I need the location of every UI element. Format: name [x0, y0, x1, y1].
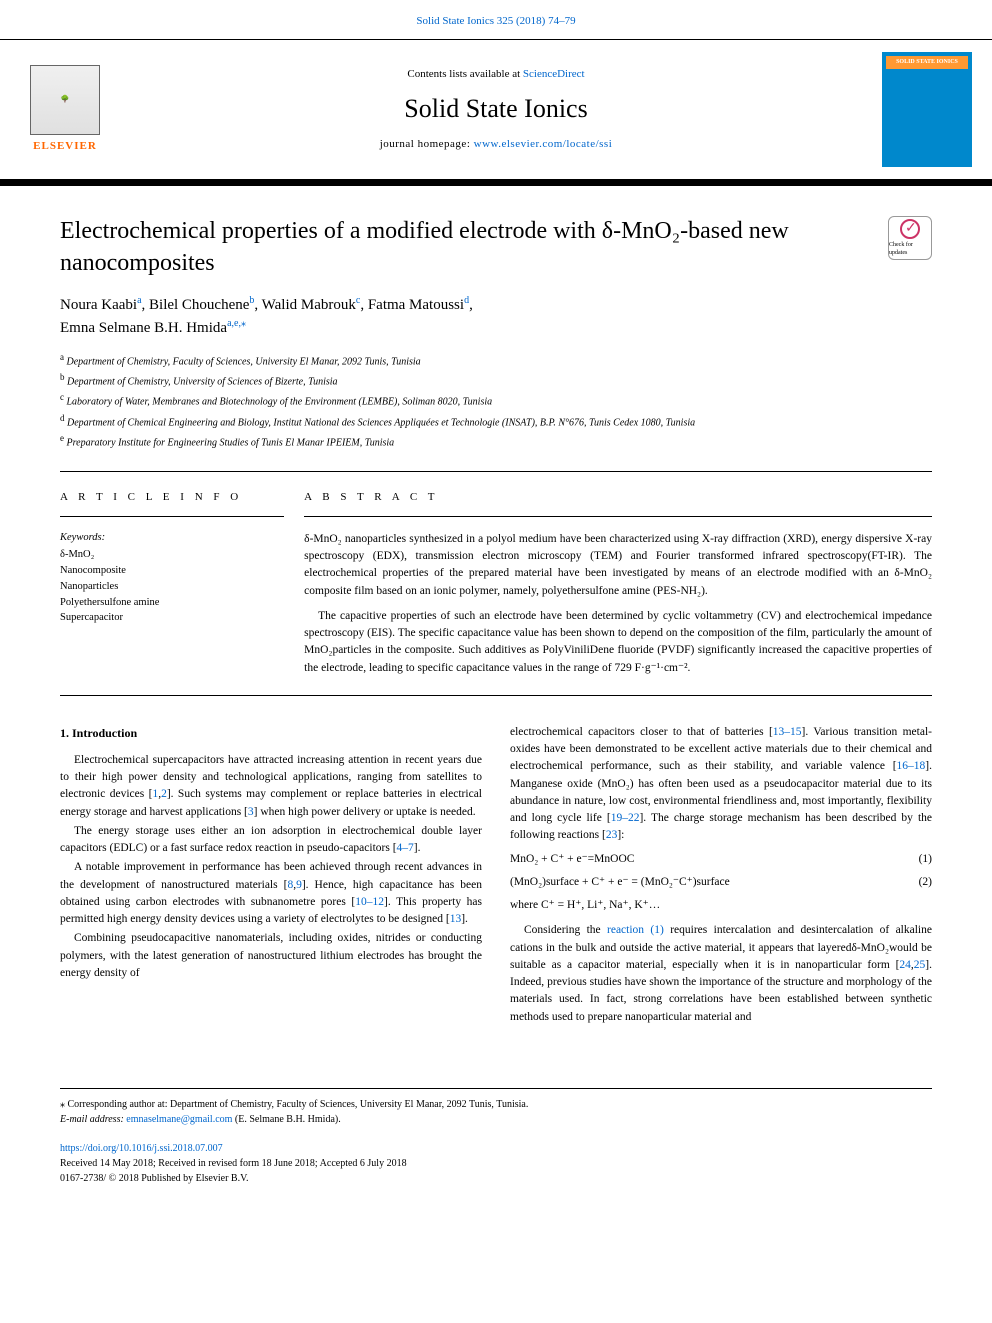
body-p4: Combining pseudocapacitive nanomaterials…: [60, 930, 482, 982]
affiliations: a Department of Chemistry, Faculty of Sc…: [60, 350, 932, 452]
info-abstract-row: A R T I C L E I N F O Keywords: δ-MnO₂ N…: [60, 471, 932, 695]
email-link[interactable]: emnaselmane@gmail.com: [126, 1114, 232, 1125]
keyword-5: Supercapacitor: [60, 610, 284, 626]
author-5[interactable]: Emna Selmane B.H. Hmida: [60, 320, 227, 336]
keyword-3: Nanoparticles: [60, 579, 284, 595]
body-columns: 1. Introduction Electrochemical supercap…: [60, 724, 932, 1028]
keyword-2: Nanocomposite: [60, 563, 284, 579]
cite-19-22[interactable]: 19–22: [611, 812, 640, 824]
author-1[interactable]: Noura Kaabi: [60, 297, 137, 313]
cite-10-12[interactable]: 10–12: [355, 896, 384, 908]
homepage-line: journal homepage: www.elsevier.com/locat…: [110, 137, 882, 152]
body-p2: The energy storage uses either an ion ad…: [60, 823, 482, 858]
author-2[interactable]: Bilel Chouchene: [149, 297, 249, 313]
received-dates: Received 14 May 2018; Received in revise…: [60, 1156, 932, 1171]
top-journal-ref: Solid State Ionics 325 (2018) 74–79: [0, 0, 992, 39]
equation-1: MnO₂ + C⁺ + e⁻=MnOOC (1): [510, 851, 932, 868]
author-4-affil[interactable]: d: [464, 295, 469, 306]
article-info: A R T I C L E I N F O Keywords: δ-MnO₂ N…: [60, 490, 304, 676]
reaction-1-link[interactable]: reaction (1): [607, 924, 664, 936]
author-5-corr-star[interactable]: ⁎: [241, 318, 246, 329]
article-title: Electrochemical properties of a modified…: [60, 216, 876, 278]
homepage-prefix: journal homepage:: [380, 138, 474, 150]
journal-cover-title: SOLID STATE IONICS: [886, 56, 968, 68]
column-right: electrochemical capacitors closer to tha…: [510, 724, 932, 1028]
equation-1-body: MnO₂ + C⁺ + e⁻=MnOOC: [510, 851, 634, 868]
elsevier-text: ELSEVIER: [33, 139, 97, 154]
equation-2: (MnO₂)surface + C⁺ + e⁻ = (MnO₂⁻C⁺)surfa…: [510, 874, 932, 891]
author-5-affil[interactable]: a,e,: [227, 318, 241, 329]
affiliation-e: e Preparatory Institute for Engineering …: [60, 431, 932, 451]
journal-header: 🌳 ELSEVIER Contents lists available at S…: [0, 39, 992, 180]
abstract-para-2: The capacitive properties of such an ele…: [304, 608, 932, 677]
abstract-para-1: δ-MnO₂ nanoparticles synthesized in a po…: [304, 531, 932, 600]
email-label: E-mail address:: [60, 1114, 126, 1125]
doi-block: https://doi.org/10.1016/j.ssi.2018.07.00…: [0, 1127, 992, 1206]
affiliation-c: c Laboratory of Water, Membranes and Bio…: [60, 390, 932, 410]
check-updates-label: Check for updates: [889, 241, 931, 258]
abstract-heading: A B S T R A C T: [304, 490, 932, 516]
cite-13[interactable]: 13: [450, 913, 462, 925]
body-p6: Considering the reaction (1) requires in…: [510, 922, 932, 1026]
email-suffix: (E. Selmane B.H. Hmida).: [232, 1114, 340, 1125]
equation-where: where C⁺ = H⁺, Li⁺, Na⁺, K⁺…: [510, 897, 932, 914]
title-row: Electrochemical properties of a modified…: [60, 216, 932, 278]
elsevier-logo[interactable]: 🌳 ELSEVIER: [20, 60, 110, 160]
keywords-label: Keywords:: [60, 531, 284, 546]
contents-line: Contents lists available at ScienceDirec…: [110, 67, 882, 82]
author-4[interactable]: Fatma Matoussi: [368, 297, 464, 313]
affiliation-b: b Department of Chemistry, University of…: [60, 370, 932, 390]
sciencedirect-link[interactable]: ScienceDirect: [523, 68, 585, 80]
article-info-heading: A R T I C L E I N F O: [60, 490, 284, 516]
author-1-affil[interactable]: a: [137, 295, 141, 306]
affiliation-a: a Department of Chemistry, Faculty of Sc…: [60, 350, 932, 370]
check-updates-badge[interactable]: Check for updates: [888, 216, 932, 260]
contents-prefix: Contents lists available at: [407, 68, 522, 80]
check-updates-icon: [900, 219, 920, 239]
cite-25[interactable]: 25: [914, 959, 926, 971]
equation-2-number: (2): [919, 874, 932, 891]
column-left: 1. Introduction Electrochemical supercap…: [60, 724, 482, 1028]
journal-cover-thumbnail[interactable]: SOLID STATE IONICS: [882, 52, 972, 167]
doi-link[interactable]: https://doi.org/10.1016/j.ssi.2018.07.00…: [60, 1143, 223, 1154]
keyword-1: δ-MnO₂: [60, 547, 284, 563]
cite-13-15[interactable]: 13–15: [773, 726, 802, 738]
article-area: Electrochemical properties of a modified…: [0, 186, 992, 1047]
cite-24[interactable]: 24: [899, 959, 911, 971]
email-line: E-mail address: emnaselmane@gmail.com (E…: [60, 1112, 932, 1127]
header-center: Contents lists available at ScienceDirec…: [110, 67, 882, 152]
top-journal-ref-link[interactable]: Solid State Ionics 325 (2018) 74–79: [416, 15, 575, 27]
body-p3: A notable improvement in performance has…: [60, 859, 482, 928]
equation-2-body: (MnO₂)surface + C⁺ + e⁻ = (MnO₂⁻C⁺)surfa…: [510, 874, 730, 891]
author-3[interactable]: Walid Mabrouk: [262, 297, 356, 313]
abstract: A B S T R A C T δ-MnO₂ nanoparticles syn…: [304, 490, 932, 676]
cite-4-7[interactable]: 4–7: [397, 842, 414, 854]
equation-1-number: (1): [919, 851, 932, 868]
keyword-4: Polyethersulfone amine: [60, 595, 284, 611]
footnotes: ⁎ Corresponding author at: Department of…: [0, 1089, 992, 1127]
authors-list: Noura Kaabia, Bilel Choucheneb, Walid Ma…: [60, 293, 932, 340]
affiliation-d: d Department of Chemical Engineering and…: [60, 411, 932, 431]
cite-16-18[interactable]: 16–18: [897, 760, 926, 772]
journal-name: Solid State Ionics: [110, 91, 882, 127]
issn-copyright: 0167-2738/ © 2018 Published by Elsevier …: [60, 1171, 932, 1186]
body-p1: Electrochemical supercapacitors have att…: [60, 752, 482, 821]
section-1-heading: 1. Introduction: [60, 724, 482, 742]
elsevier-tree-icon: 🌳: [30, 65, 100, 135]
corresponding-author-note: ⁎ Corresponding author at: Department of…: [60, 1097, 932, 1112]
cite-23[interactable]: 23: [606, 829, 618, 841]
homepage-link[interactable]: www.elsevier.com/locate/ssi: [474, 138, 613, 150]
author-3-affil[interactable]: c: [356, 295, 360, 306]
body-p5: electrochemical capacitors closer to tha…: [510, 724, 932, 845]
author-2-affil[interactable]: b: [249, 295, 254, 306]
